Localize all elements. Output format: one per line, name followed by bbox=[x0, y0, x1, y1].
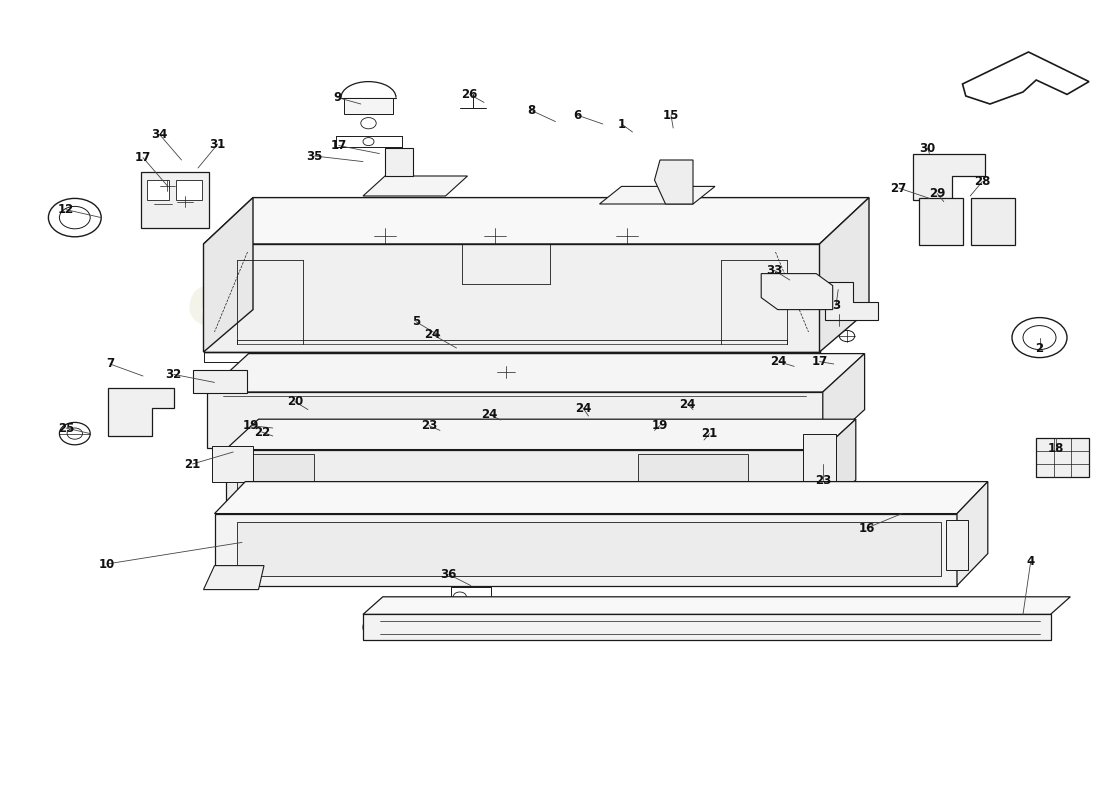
Text: 19: 19 bbox=[652, 419, 668, 432]
Text: 8: 8 bbox=[527, 104, 536, 117]
Polygon shape bbox=[825, 282, 878, 320]
Text: 2: 2 bbox=[1035, 342, 1044, 354]
Polygon shape bbox=[141, 172, 209, 228]
Text: 24: 24 bbox=[575, 402, 591, 414]
Polygon shape bbox=[1036, 438, 1089, 477]
Polygon shape bbox=[820, 198, 869, 352]
Polygon shape bbox=[207, 354, 865, 392]
Polygon shape bbox=[226, 450, 823, 510]
Polygon shape bbox=[363, 176, 468, 196]
Text: 10: 10 bbox=[99, 558, 114, 570]
Text: 1: 1 bbox=[617, 118, 626, 130]
Text: 24: 24 bbox=[482, 408, 497, 421]
Polygon shape bbox=[212, 446, 253, 482]
Text: 31: 31 bbox=[210, 138, 225, 150]
Text: 22: 22 bbox=[254, 426, 270, 438]
Polygon shape bbox=[204, 198, 869, 244]
Text: 35: 35 bbox=[307, 150, 322, 162]
Polygon shape bbox=[918, 198, 962, 245]
Polygon shape bbox=[363, 597, 1070, 614]
Polygon shape bbox=[344, 98, 393, 114]
Text: 4: 4 bbox=[1026, 555, 1035, 568]
Polygon shape bbox=[236, 522, 940, 576]
Text: 24: 24 bbox=[425, 328, 440, 341]
Text: eurospares: eurospares bbox=[177, 267, 637, 453]
Polygon shape bbox=[226, 419, 856, 450]
Polygon shape bbox=[204, 566, 264, 590]
Polygon shape bbox=[192, 370, 248, 393]
Circle shape bbox=[307, 537, 342, 562]
Text: 36: 36 bbox=[441, 568, 456, 581]
Polygon shape bbox=[108, 388, 174, 436]
Text: 23: 23 bbox=[421, 419, 437, 432]
Polygon shape bbox=[204, 244, 820, 352]
Polygon shape bbox=[823, 419, 856, 510]
Text: 7: 7 bbox=[106, 358, 114, 370]
Text: 23: 23 bbox=[815, 474, 830, 486]
Polygon shape bbox=[654, 160, 693, 204]
Polygon shape bbox=[913, 154, 984, 200]
Text: 6: 6 bbox=[573, 109, 582, 122]
Text: 33: 33 bbox=[767, 264, 782, 277]
Text: 25: 25 bbox=[58, 422, 74, 434]
Polygon shape bbox=[600, 186, 715, 204]
Text: 15: 15 bbox=[663, 109, 679, 122]
Text: 30: 30 bbox=[920, 142, 935, 154]
Text: 20: 20 bbox=[287, 395, 303, 408]
Text: 21: 21 bbox=[185, 458, 200, 470]
Text: 24: 24 bbox=[680, 398, 695, 410]
Text: 9: 9 bbox=[333, 91, 342, 104]
Polygon shape bbox=[957, 482, 988, 586]
Polygon shape bbox=[207, 392, 823, 448]
Text: 18: 18 bbox=[1048, 442, 1064, 454]
Text: 17: 17 bbox=[135, 151, 151, 164]
Text: 24: 24 bbox=[771, 355, 786, 368]
Polygon shape bbox=[962, 52, 1089, 104]
Text: 17: 17 bbox=[331, 139, 346, 152]
Text: 3: 3 bbox=[832, 299, 840, 312]
Polygon shape bbox=[971, 198, 1015, 245]
Text: 34: 34 bbox=[152, 128, 167, 141]
Text: 21: 21 bbox=[702, 427, 717, 440]
Text: 5: 5 bbox=[411, 315, 420, 328]
Polygon shape bbox=[823, 354, 865, 448]
Text: 27: 27 bbox=[891, 182, 906, 194]
Text: 28: 28 bbox=[975, 175, 990, 188]
Polygon shape bbox=[176, 180, 202, 200]
Polygon shape bbox=[761, 274, 833, 310]
Text: 12: 12 bbox=[58, 203, 74, 216]
Polygon shape bbox=[204, 198, 253, 352]
Polygon shape bbox=[214, 514, 957, 586]
Polygon shape bbox=[946, 520, 968, 570]
Polygon shape bbox=[214, 482, 988, 514]
Polygon shape bbox=[385, 148, 412, 176]
Polygon shape bbox=[363, 614, 1050, 640]
Text: 16: 16 bbox=[859, 522, 874, 534]
Text: a passion for parts since 1965: a passion for parts since 1965 bbox=[297, 410, 627, 518]
Polygon shape bbox=[638, 454, 748, 502]
Text: 19: 19 bbox=[243, 419, 258, 432]
Text: 29: 29 bbox=[930, 187, 945, 200]
Polygon shape bbox=[147, 180, 169, 200]
Text: 32: 32 bbox=[166, 368, 182, 381]
Polygon shape bbox=[803, 434, 836, 498]
Polygon shape bbox=[236, 454, 314, 502]
Text: 26: 26 bbox=[462, 88, 477, 101]
Text: 17: 17 bbox=[812, 355, 827, 368]
